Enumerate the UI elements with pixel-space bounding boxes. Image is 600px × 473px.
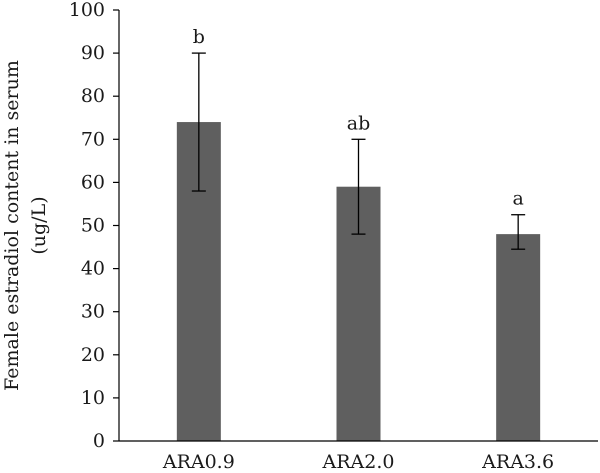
y-tick-label: 10 xyxy=(81,387,105,409)
y-tick-label: 40 xyxy=(81,258,105,280)
significance-letter: a xyxy=(513,188,524,210)
y-tick-label: 80 xyxy=(81,85,105,107)
y-axis-title: Female estradiol content in serum (ug/L) xyxy=(1,60,50,391)
y-tick-label: 30 xyxy=(81,301,105,323)
y-tick-label: 50 xyxy=(81,215,105,237)
y-axis-title-line: Female estradiol content in serum xyxy=(1,60,23,391)
bar-ara3-6 xyxy=(496,234,541,441)
category-label: ARA2.0 xyxy=(322,451,395,473)
y-axis-ticks: 0 10 20 30 40 50 60 70 80 90 100 xyxy=(69,0,119,452)
y-tick-label: 0 xyxy=(93,430,105,452)
y-tick-label: 100 xyxy=(69,0,105,21)
y-tick-label: 20 xyxy=(81,344,105,366)
significance-labels: b ab a xyxy=(193,26,524,210)
x-axis-categories: ARA0.9 ARA2.0 ARA3.6 xyxy=(162,451,554,473)
significance-letter: b xyxy=(193,26,205,48)
category-label: ARA3.6 xyxy=(481,451,554,473)
error-bars xyxy=(191,52,526,250)
y-axis-title-line: (ug/L) xyxy=(28,196,50,254)
y-tick-label: 90 xyxy=(81,42,105,64)
significance-letter: ab xyxy=(347,112,371,134)
y-tick-label: 60 xyxy=(81,171,105,193)
bars xyxy=(176,122,541,441)
category-label: ARA0.9 xyxy=(162,451,235,473)
y-tick-label: 70 xyxy=(81,128,105,150)
